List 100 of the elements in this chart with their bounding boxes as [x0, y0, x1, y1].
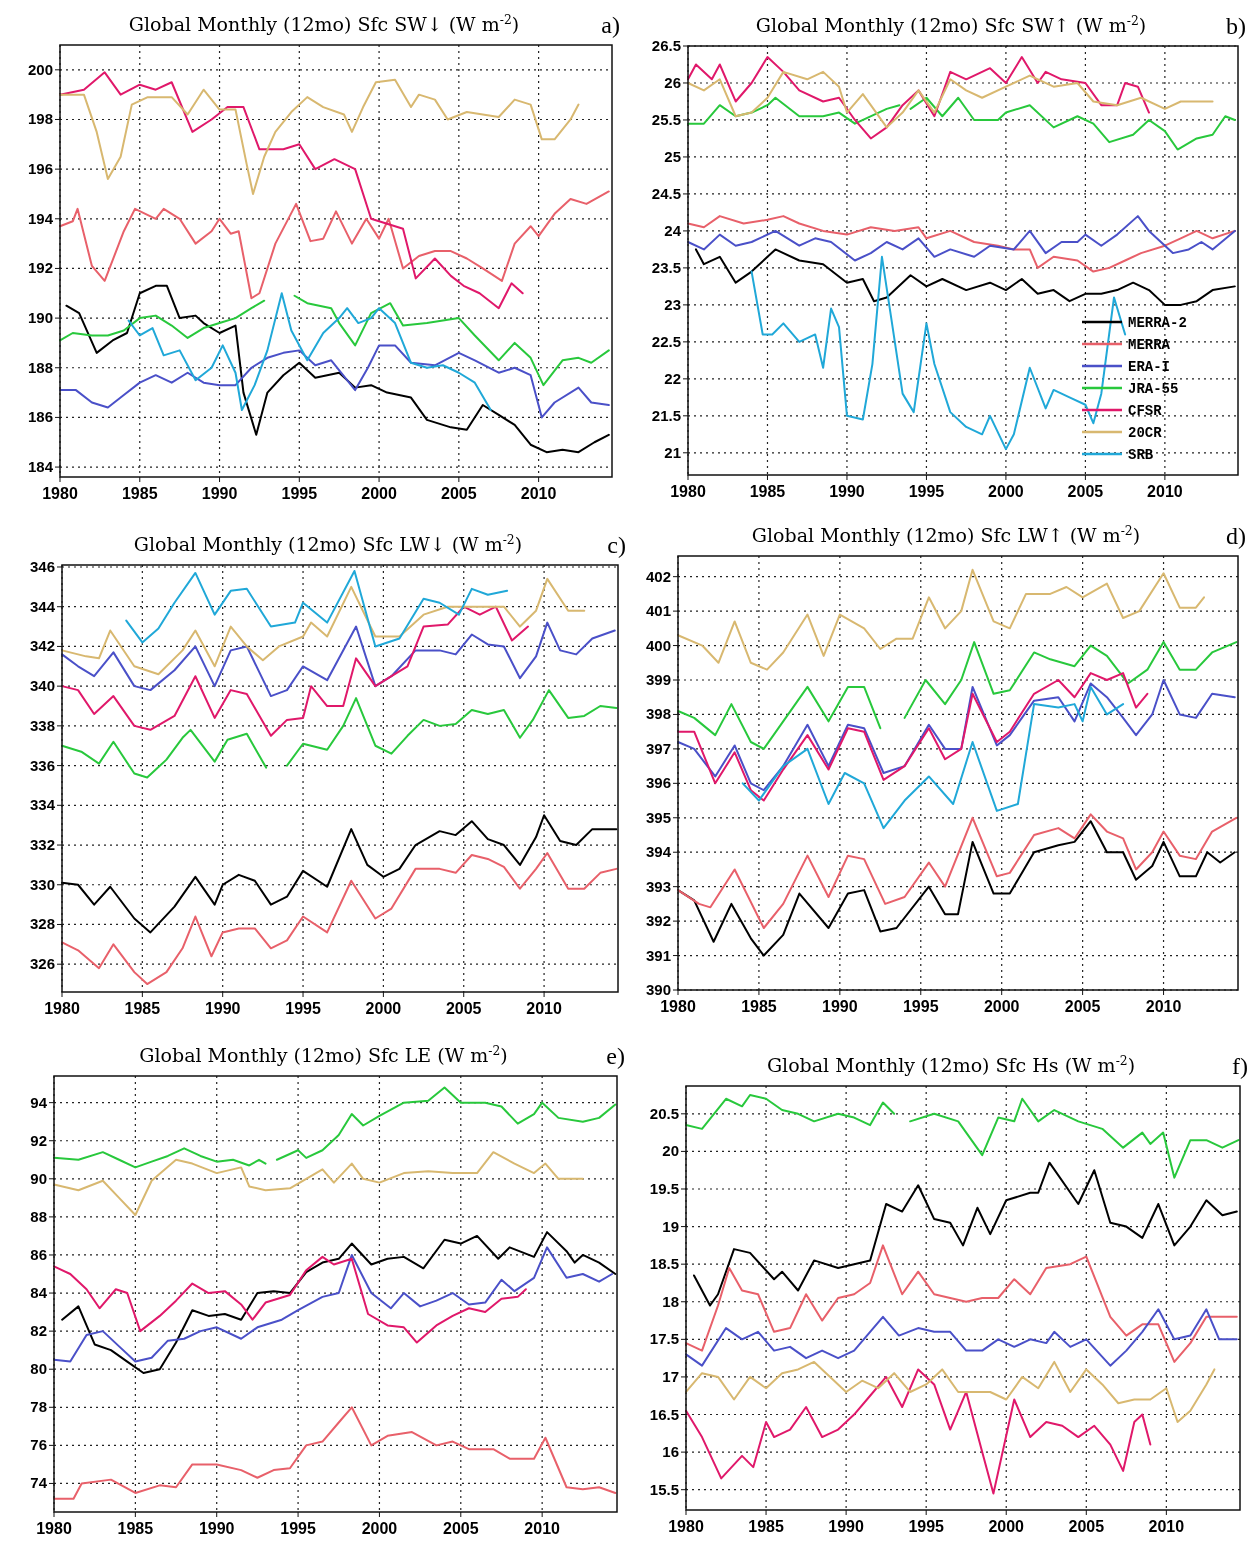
y-tick-label: 392: [645, 912, 671, 930]
x-tick-label: 1990: [198, 1520, 235, 1537]
y-tick-label: 328: [29, 915, 55, 933]
y-tick-label: 25.5: [651, 110, 681, 128]
line-series: [741, 685, 1125, 830]
x-tick-label: 1995: [281, 485, 318, 502]
y-tick-label: 23: [664, 295, 681, 313]
y-tick-label: 336: [29, 756, 55, 774]
x-tick-label: 1990: [204, 1000, 241, 1017]
line-series: [685, 1308, 1238, 1367]
y-tick-label: 194: [27, 209, 54, 227]
y-tick-label: 76: [30, 1436, 47, 1454]
line-series: [53, 1246, 614, 1363]
y-tick-label: 15.5: [649, 1480, 679, 1498]
line-series: [59, 190, 610, 300]
y-tick-label: 390: [645, 981, 671, 998]
y-tick-label: 326: [29, 955, 55, 973]
y-tick-label: 399: [645, 671, 671, 688]
x-tick-label: 1985: [749, 483, 786, 500]
x-tick-label: 1995: [285, 1000, 321, 1017]
y-tick-label: 342: [29, 637, 55, 655]
legend-label: CFSR: [1128, 403, 1163, 419]
text: c): [607, 532, 626, 558]
x-tick-label: 1980: [670, 483, 706, 500]
line-series: [677, 679, 1236, 792]
y-tick-label: 398: [645, 705, 671, 723]
x-tick-label: 1985: [741, 998, 777, 1015]
y-tick-label: 23.5: [651, 258, 681, 276]
x-tick-label: 2010: [520, 485, 557, 502]
y-tick-label: 391: [645, 946, 671, 964]
x-tick-label: 1980: [42, 485, 78, 502]
line-series: [127, 292, 492, 411]
y-tick-label: 94: [30, 1093, 48, 1111]
line-series: [750, 255, 1127, 451]
x-tick-label: 1985: [117, 1520, 154, 1537]
y-tick-label: 20.5: [649, 1104, 679, 1122]
line-series: [694, 248, 1236, 306]
y-tick-label: 21.5: [651, 406, 681, 424]
line-series: [687, 56, 1150, 140]
y-tick-label: 19.5: [649, 1179, 679, 1197]
chart-title: Global Monthly (12mo) Sfc LE (W m$^{-2}$): [139, 1044, 508, 1066]
y-tick-label: 186: [27, 408, 53, 426]
text: b): [1226, 13, 1246, 39]
line-series: [685, 1360, 1216, 1424]
y-tick-label: 18: [662, 1292, 679, 1310]
y-tick-label: 188: [27, 358, 53, 376]
y-tick-label: 330: [29, 875, 55, 893]
x-tick-label: 1990: [201, 485, 238, 502]
line-series: [53, 1406, 617, 1500]
y-tick-label: 21: [664, 443, 681, 461]
x-tick-label: 1995: [280, 1520, 316, 1537]
chart-title: Global Monthly (12mo) Sfc LW↑ (W m$^{-2}$): [751, 524, 1141, 546]
line-series: [677, 672, 1149, 802]
y-tick-label: 402: [645, 567, 671, 585]
y-tick-label: 334: [29, 796, 56, 814]
x-tick-label: 1980: [660, 998, 696, 1015]
x-tick-label: 2005: [443, 1520, 479, 1537]
chart-title: Global Monthly (12mo) Sfc Hs (W m$^{-2}$): [766, 1054, 1136, 1076]
line-series: [59, 78, 580, 195]
x-tick-label: 2000: [361, 1520, 398, 1537]
x-tick-label: 1995: [908, 483, 945, 500]
line-series: [687, 70, 1214, 129]
legend-label: MERRA: [1128, 337, 1171, 353]
text: d): [1226, 523, 1246, 549]
y-tick-label: 92: [30, 1131, 47, 1149]
legend-label: JRA-55: [1128, 381, 1179, 397]
y-tick-label: 338: [29, 716, 55, 734]
text: a): [601, 12, 620, 38]
x-tick-label: 2000: [983, 998, 1020, 1015]
chart-title: Global Monthly (12mo) Sfc LW↓ (W m$^{-2}$): [133, 533, 523, 555]
x-tick-label: 2000: [988, 1518, 1025, 1535]
line-series: [53, 1151, 584, 1216]
y-tick-label: 80: [30, 1360, 47, 1378]
y-tick-label: 26: [664, 73, 681, 91]
line-series: [61, 814, 618, 934]
y-tick-label: 396: [645, 774, 671, 792]
x-tick-label: 1985: [121, 485, 158, 502]
y-tick-label: 198: [27, 110, 53, 128]
line-series: [61, 851, 618, 986]
legend-label: ERA-I: [1128, 359, 1171, 375]
line-series: [687, 215, 1236, 262]
chart-title: Global Monthly (12mo) Sfc SW↓ (W m$^{-2}$): [128, 13, 520, 35]
y-tick-label: 400: [645, 636, 671, 654]
y-tick-label: 394: [645, 843, 672, 861]
y-tick-label: 190: [27, 309, 53, 327]
x-tick-label: 1980: [36, 1520, 72, 1537]
x-tick-label: 2005: [1067, 483, 1104, 500]
y-tick-label: 17.5: [649, 1330, 679, 1348]
line-series: [125, 569, 509, 648]
x-tick-label: 1995: [902, 998, 939, 1015]
x-tick-label: 1995: [908, 1518, 945, 1535]
line-series: [677, 568, 1206, 671]
y-tick-label: 184: [27, 458, 54, 476]
line-series: [61, 621, 616, 698]
line-series: [685, 1244, 1238, 1363]
chart-title: Global Monthly (12mo) Sfc SW↑ (W m$^{-2}$): [755, 14, 1147, 36]
legend-label: 20CR: [1128, 425, 1163, 441]
y-tick-label: 19: [662, 1217, 679, 1235]
y-tick-label: 78: [30, 1398, 47, 1416]
y-tick-label: 200: [27, 60, 53, 78]
